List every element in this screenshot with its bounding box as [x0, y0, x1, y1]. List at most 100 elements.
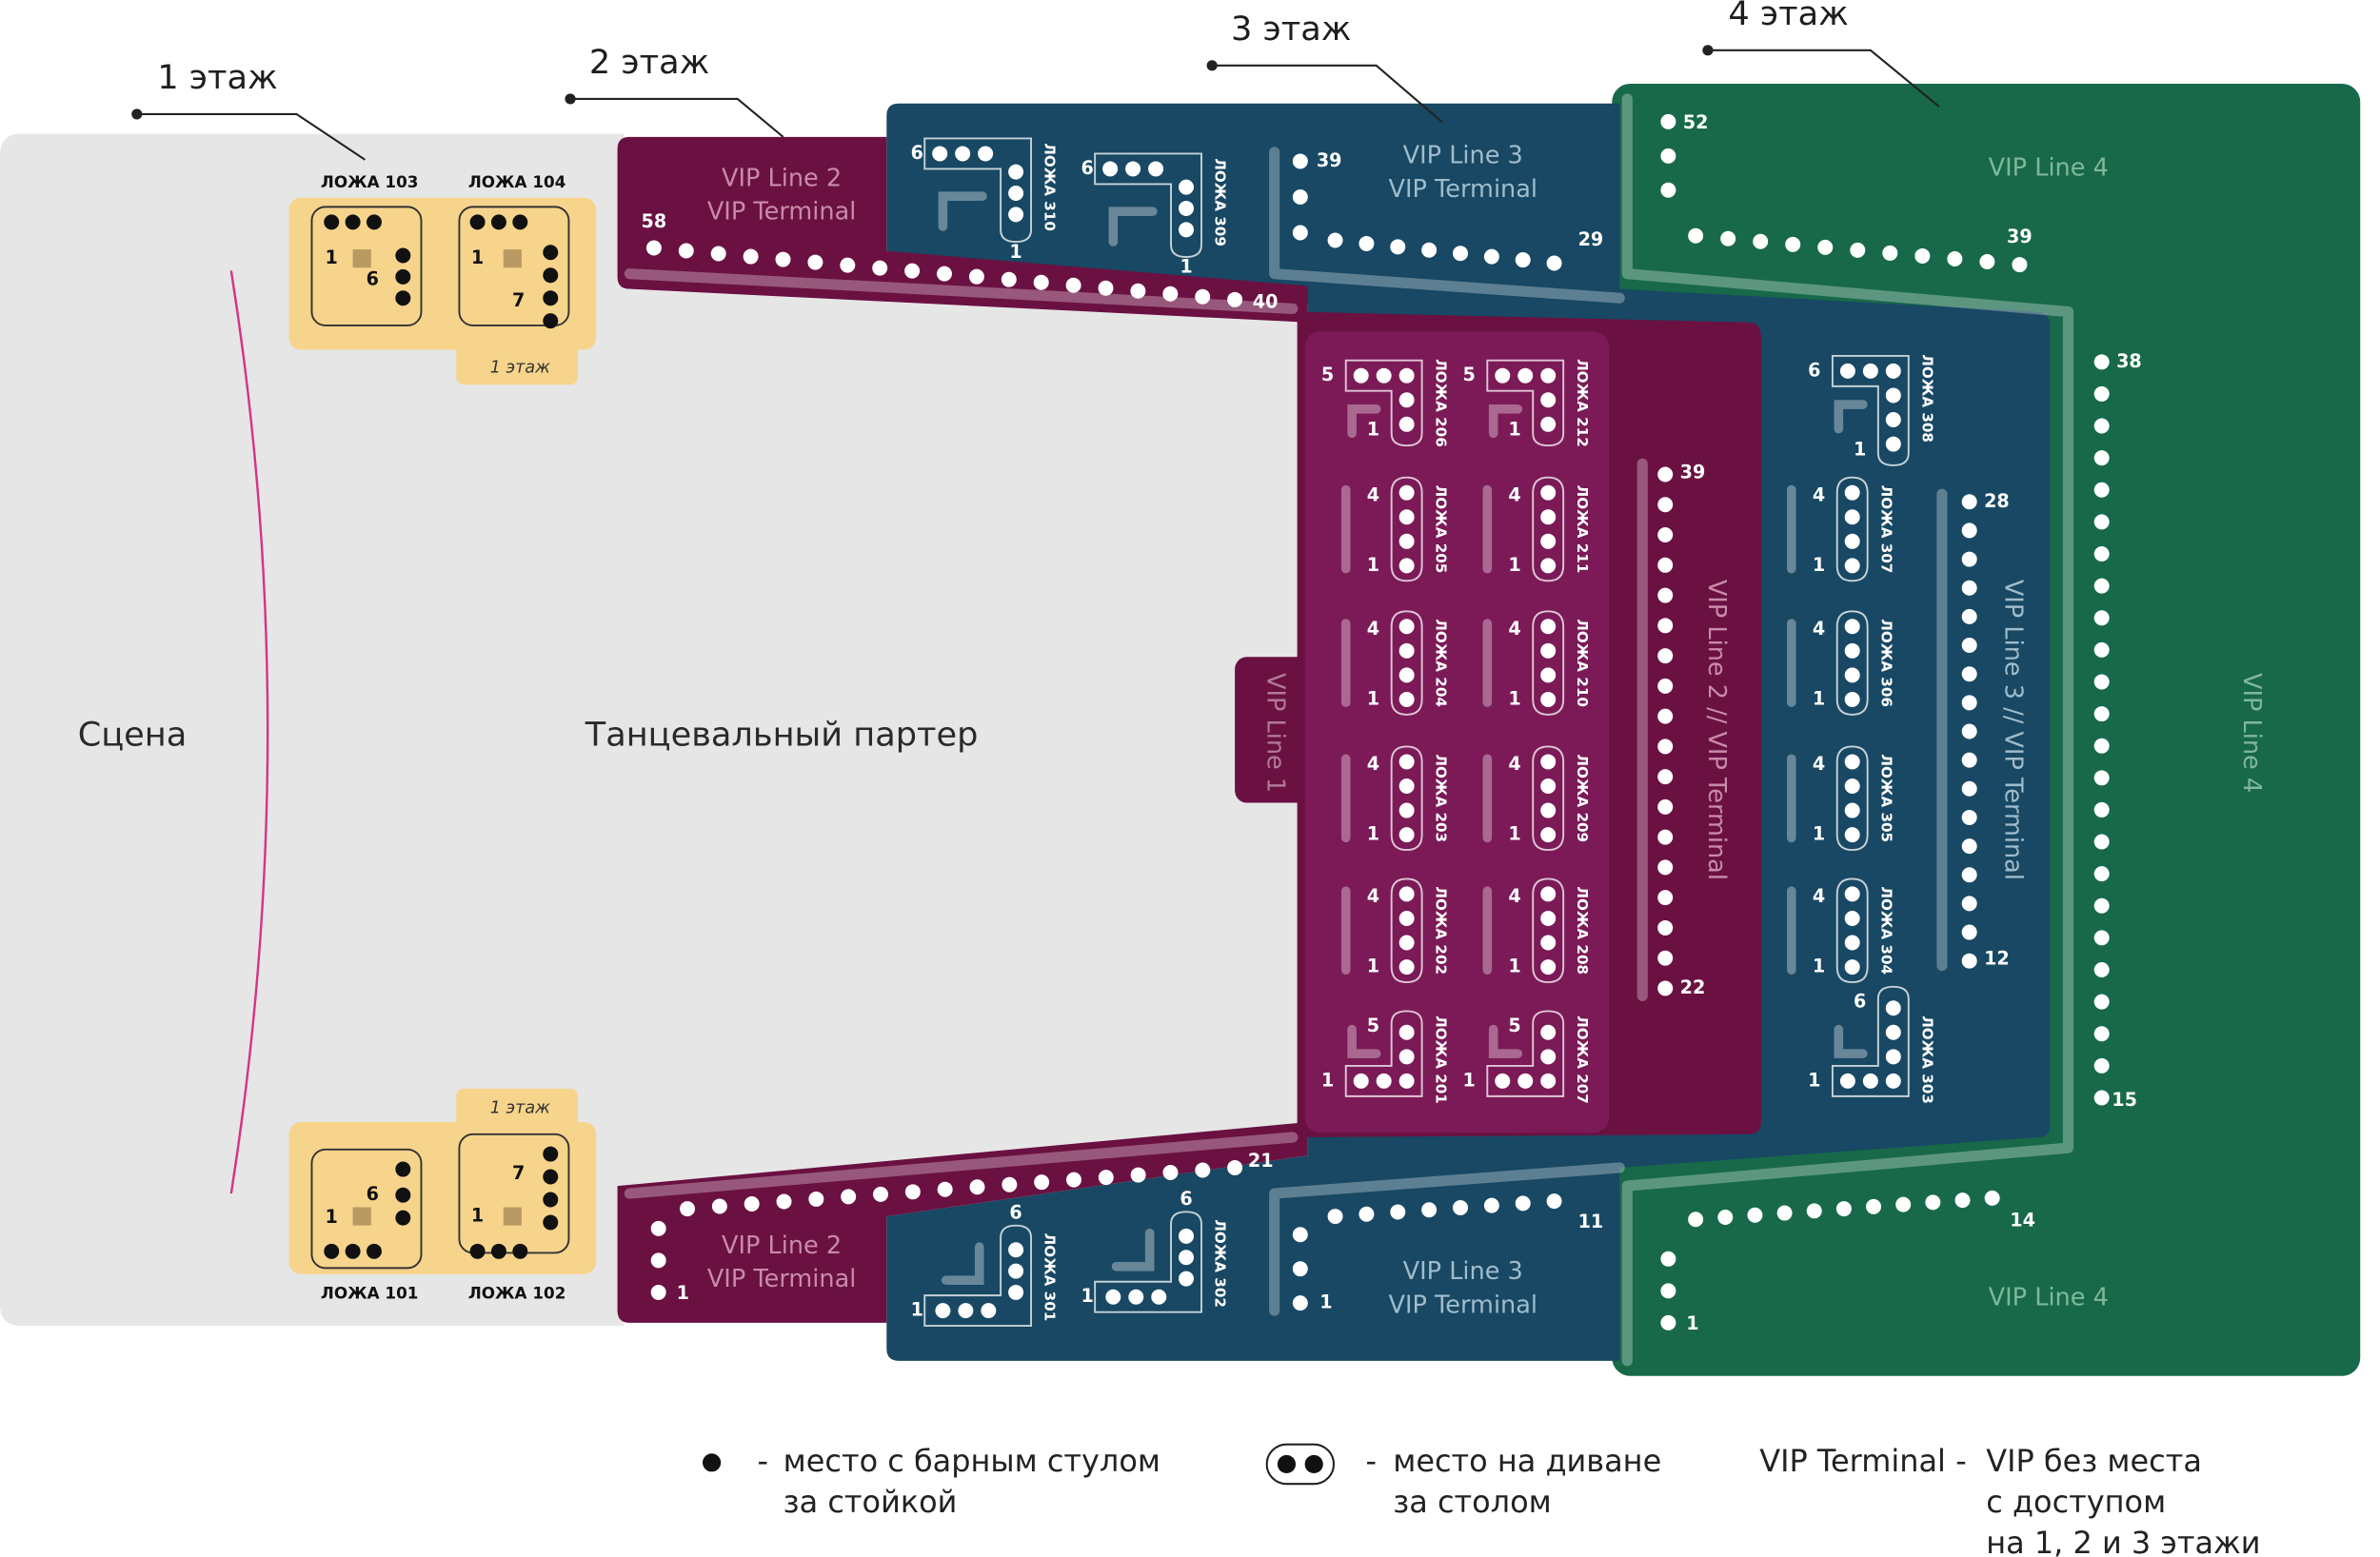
seat — [1657, 648, 1674, 664]
box-number: 7 — [512, 289, 525, 311]
seat — [1961, 838, 1977, 855]
legend-sofa — [1265, 1443, 1335, 1486]
seat — [1540, 392, 1557, 408]
seat — [1660, 182, 1676, 198]
box-number: 7 — [512, 1162, 525, 1184]
box-label: ЛОЖА 204 — [1432, 619, 1449, 707]
seat — [1517, 367, 1534, 384]
seat — [1657, 708, 1674, 724]
box-label: ЛОЖА 101 — [321, 1284, 419, 1303]
seat — [1483, 1197, 1499, 1213]
leader-dot — [565, 93, 576, 105]
seat — [1359, 235, 1375, 251]
box-number: 4 — [1813, 753, 1825, 775]
seat — [1162, 286, 1179, 302]
box-outline — [1094, 152, 1202, 259]
row-number: 1 — [1686, 1312, 1698, 1334]
seat — [1398, 886, 1415, 902]
box-label: ЛОЖА 207 — [1574, 1015, 1591, 1104]
seat — [2093, 1090, 2110, 1106]
zone-label: VIP Line 4 — [1989, 153, 2109, 182]
seat — [395, 1187, 411, 1203]
seat — [1390, 239, 1406, 255]
box-outline — [923, 137, 1033, 244]
seat — [366, 214, 382, 230]
zone-label: VIP Line 2 — [722, 165, 842, 193]
seat — [904, 263, 921, 279]
box-number: 1 — [1367, 419, 1379, 441]
row-number: 52 — [1683, 111, 1709, 133]
seat — [2093, 897, 2110, 914]
leader — [570, 97, 784, 138]
seat — [1398, 619, 1415, 635]
legend-dash: - — [758, 1443, 769, 1479]
seat — [543, 1169, 559, 1185]
seat — [1885, 363, 1901, 379]
box-panel — [1304, 331, 1610, 1133]
box-outline — [1835, 745, 1869, 852]
seat — [1844, 754, 1860, 770]
seat — [512, 214, 528, 230]
seat — [678, 243, 694, 259]
box-outline — [1390, 877, 1423, 984]
box-outline — [310, 1148, 423, 1270]
seat — [978, 146, 994, 162]
table — [938, 191, 987, 231]
seat — [1657, 466, 1674, 483]
dance-floor-zone — [0, 133, 1308, 1327]
table — [1347, 404, 1381, 439]
seat — [1961, 752, 1977, 768]
seat — [1353, 1073, 1369, 1089]
seat — [1688, 227, 1704, 244]
box-number: 6 — [911, 142, 923, 164]
seat — [1008, 1263, 1024, 1279]
seat — [1540, 619, 1557, 635]
seat — [324, 214, 340, 230]
box-label: ЛОЖА 309 — [1212, 158, 1229, 246]
seat — [1657, 678, 1674, 694]
legend-term: VIP Terminal — [1759, 1443, 1946, 1479]
seat — [1961, 723, 1977, 739]
seat — [1098, 280, 1114, 296]
legend-text: на 1, 2 и 3 этажи — [1986, 1525, 2260, 1557]
seat — [2093, 610, 2110, 626]
seat — [1540, 1024, 1557, 1040]
box-number: 4 — [1508, 885, 1520, 907]
box-outline — [1532, 610, 1565, 716]
box-outline — [1835, 610, 1869, 716]
zone-label: VIP Terminal — [707, 198, 857, 227]
seat — [1034, 1174, 1050, 1191]
seat — [1195, 1162, 1211, 1178]
seat — [1961, 953, 1977, 969]
box-number: 6 — [1808, 359, 1820, 381]
floor-label: 2 этаж — [589, 43, 709, 82]
seat — [1844, 558, 1860, 574]
seat — [1961, 494, 1977, 510]
seat — [1961, 695, 1977, 711]
seat — [744, 1196, 760, 1212]
table — [1347, 1024, 1381, 1058]
box-outline — [310, 206, 423, 326]
dance-floor-label: Танцевальный партер — [585, 715, 979, 754]
seat — [711, 1198, 727, 1214]
leader-dot — [131, 108, 143, 120]
leader-dot — [1206, 60, 1218, 71]
box-number: 1 — [1009, 241, 1021, 263]
seat — [1895, 1196, 1912, 1212]
seat — [1179, 1250, 1194, 1266]
seat — [1540, 691, 1557, 707]
seat — [2012, 257, 2028, 273]
stage-edge — [229, 270, 269, 1194]
table — [503, 249, 522, 268]
seat — [490, 1243, 506, 1259]
table — [1488, 1024, 1523, 1058]
box-number: 5 — [1321, 364, 1334, 385]
row-number: 12 — [1984, 948, 2010, 970]
seat — [775, 251, 791, 267]
box-outline — [1835, 476, 1869, 582]
legend-dash: - — [1366, 1443, 1378, 1479]
seat — [395, 1210, 411, 1226]
box-outline — [1831, 354, 1910, 466]
seat — [2093, 1026, 2110, 1042]
